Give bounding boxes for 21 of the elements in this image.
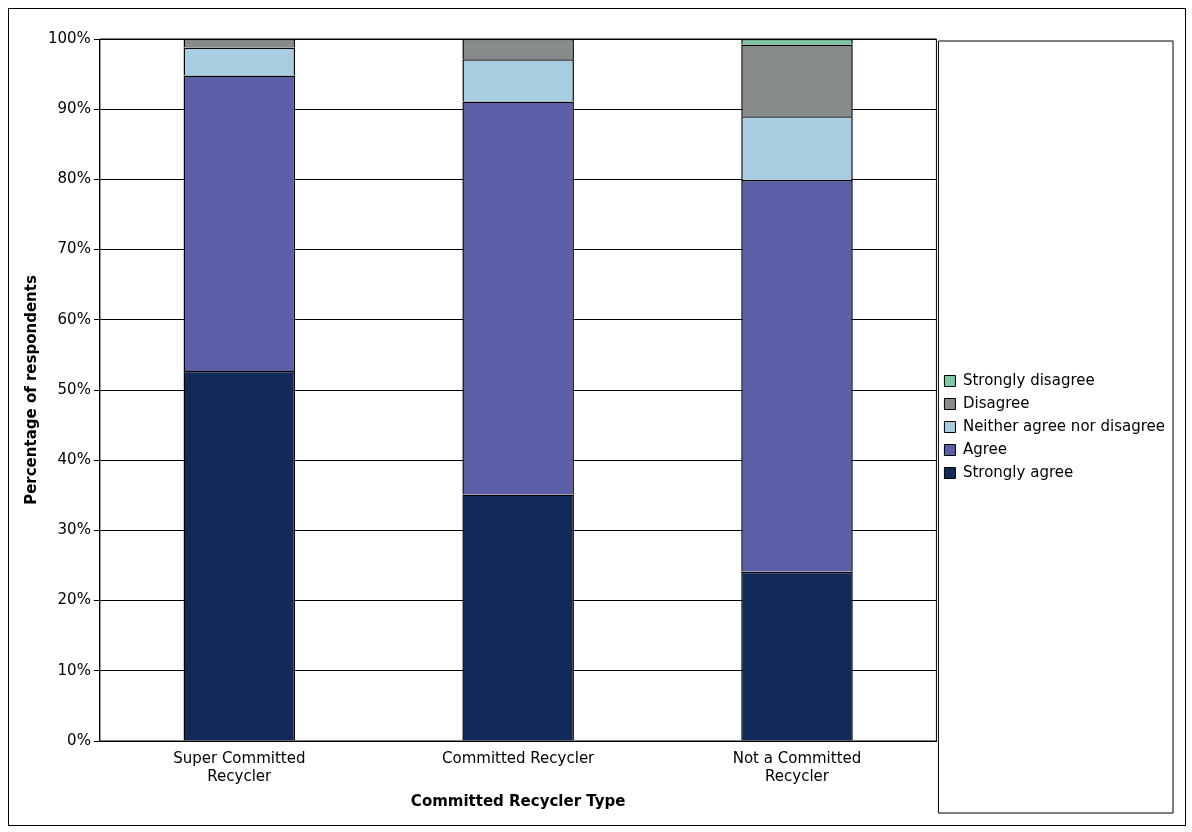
y-tick-label: 70% bbox=[57, 239, 91, 258]
x-tick-label: Committed Recycler bbox=[442, 748, 596, 767]
x-axis-title: Committed Recycler Type bbox=[410, 791, 626, 810]
y-tick-label: 40% bbox=[57, 450, 91, 469]
y-tick-label: 100% bbox=[47, 28, 91, 47]
x-tick-label: Not a Committed Recycler bbox=[732, 748, 862, 785]
legend-label: Strongly disagree bbox=[962, 370, 1095, 389]
legend-label: Disagree bbox=[962, 393, 1030, 412]
y-tick-label: 10% bbox=[57, 660, 91, 679]
y-axis-title: Percentage of respondents bbox=[21, 275, 40, 505]
y-tick-label: 50% bbox=[57, 379, 91, 398]
y-tick-label: 30% bbox=[57, 520, 91, 539]
y-tick-label: 80% bbox=[57, 169, 91, 188]
legend-label: Neither agree nor disagree bbox=[962, 416, 1165, 435]
x-tick-label: Super Committed Recycler bbox=[173, 748, 306, 785]
y-tick-label: 0% bbox=[67, 730, 91, 749]
legend-label: Strongly agree bbox=[962, 462, 1074, 481]
y-tick-label: 20% bbox=[57, 590, 91, 609]
y-tick-label: 60% bbox=[57, 309, 91, 328]
legend-label: Agree bbox=[962, 439, 1007, 458]
y-tick-label: 90% bbox=[57, 99, 91, 118]
